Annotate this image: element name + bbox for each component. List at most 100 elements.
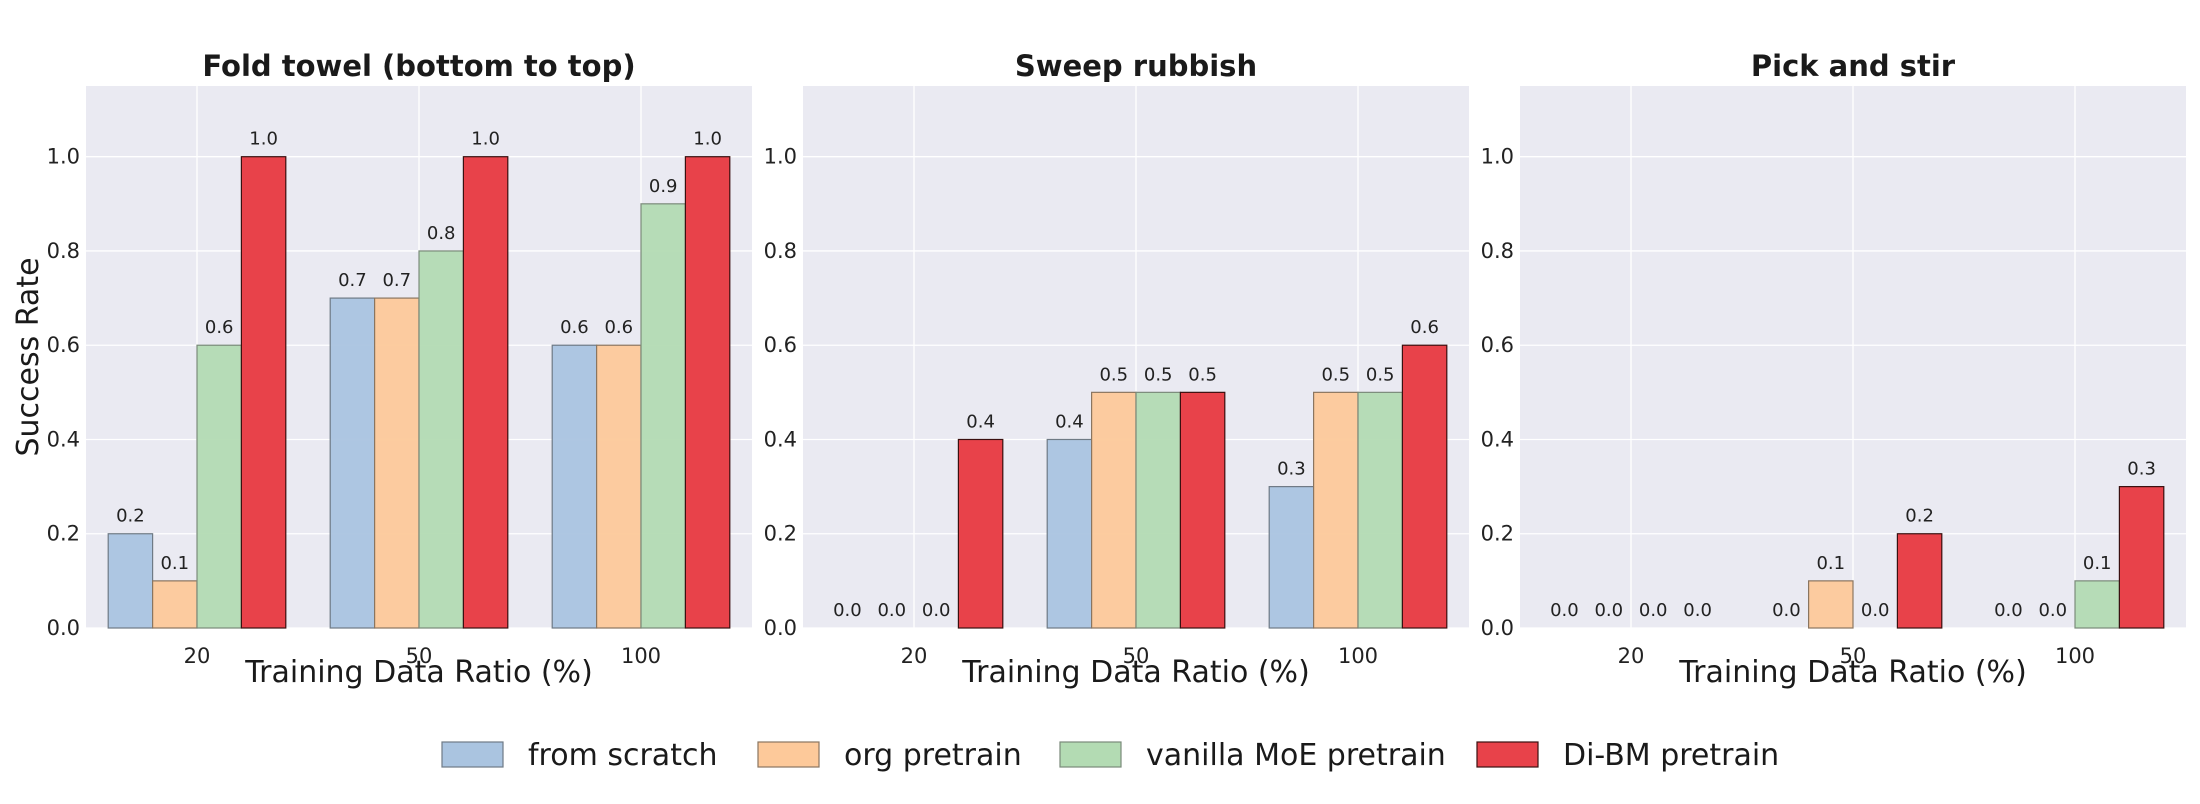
panel-0-bar-2-0 [196, 344, 243, 629]
panel-1-value-label-2-2: 0.5 [1366, 364, 1395, 385]
panel-0-xtick-label-0: 20 [184, 644, 211, 668]
panel-0-value-label-3-1: 1.0 [471, 129, 500, 150]
panel-0-bar-3-0 [240, 156, 287, 629]
panel-0-title: Fold towel (bottom to top) [202, 49, 635, 83]
panel-1-value-label-3-0: 0.4 [966, 411, 995, 432]
panel-0-xlabel: Training Data Ratio (%) [244, 655, 593, 690]
panel-1-title: Sweep rubbish [1015, 49, 1257, 83]
panel-0-bar-0-1 [329, 297, 376, 629]
panel-0-value-label-2-2: 0.9 [649, 176, 678, 197]
panel-0-value-label-1-2: 0.6 [604, 317, 633, 338]
panel-2-bar-2-2 [2074, 580, 2121, 629]
panel-2-xtick-label-1: 50 [1840, 644, 1867, 668]
panel-1-value-label-2-0: 0.0 [922, 600, 951, 621]
panel-1-value-label-1-1: 0.5 [1099, 364, 1128, 385]
panel-2-value-label-1-1: 0.1 [1816, 553, 1845, 574]
panel-1-value-label-0-1: 0.4 [1055, 411, 1084, 432]
panel-0-value-label-2-0: 0.6 [205, 317, 234, 338]
panel-1-ytick-label-4: 0.8 [764, 239, 797, 263]
panel-0-value-label-0-1: 0.7 [338, 270, 367, 291]
legend-label-0: from scratch [528, 738, 717, 773]
panel-1-value-label-2-1: 0.5 [1144, 364, 1173, 385]
legend-label-1: org pretrain [844, 738, 1022, 773]
panel-1-bar-2-1 [1135, 391, 1182, 629]
panel-0-value-label-1-0: 0.1 [160, 553, 189, 574]
panel-2-xtick-label-0: 20 [1618, 644, 1645, 668]
panel-1-xtick-label-2: 100 [1338, 644, 1378, 668]
panel-0-bar-3-1 [462, 156, 509, 629]
panel-1-bar-1-1 [1090, 391, 1137, 629]
legend-label-3: Di-BM pretrain [1563, 738, 1779, 773]
panel-2-ytick-label-3: 0.6 [1481, 333, 1514, 357]
panel-1-value-label-3-1: 0.5 [1188, 364, 1217, 385]
panel-0-xtick-label-2: 100 [621, 644, 661, 668]
panel-1-bar-2-2 [1357, 391, 1404, 629]
panel-2-value-label-0-2: 0.0 [1994, 600, 2023, 621]
panel-0-xtick-label-1: 50 [406, 644, 433, 668]
panel-2-ytick-label-2: 0.4 [1481, 427, 1514, 451]
panel-1-value-label-0-0: 0.0 [833, 600, 862, 621]
panel-2-ytick-label-5: 1.0 [1481, 145, 1514, 169]
panel-1-ytick-label-1: 0.2 [764, 522, 797, 546]
panel-2-title: Pick and stir [1751, 49, 1956, 83]
panel-2-ytick-label-1: 0.2 [1481, 522, 1514, 546]
panel-0-bar-2-2 [640, 203, 687, 629]
panel-0-value-label-0-0: 0.2 [116, 506, 145, 527]
panel-2-value-label-1-0: 0.0 [1594, 600, 1623, 621]
panel-2-value-label-0-1: 0.0 [1772, 600, 1801, 621]
panel-0-bar-1-2 [595, 344, 642, 629]
panel-0-ytick-label-3: 0.6 [47, 333, 80, 357]
panel-1-ytick-label-0: 0.0 [764, 616, 797, 640]
panel-1-ytick-label-3: 0.6 [764, 333, 797, 357]
panel-1-value-label-3-2: 0.6 [1410, 317, 1439, 338]
panel-0-ytick-label-4: 0.8 [47, 239, 80, 263]
panel-1-xlabel: Training Data Ratio (%) [961, 655, 1310, 690]
panel-2-value-label-3-0: 0.0 [1683, 600, 1712, 621]
panel-1-ytick-label-5: 1.0 [764, 145, 797, 169]
panel-2-xtick-label-2: 100 [2055, 644, 2095, 668]
panel-0-ytick-label-2: 0.4 [47, 427, 80, 451]
panel-1-bar-0-2 [1268, 486, 1315, 629]
legend-swatch-0 [441, 741, 504, 768]
legend-swatch-1 [757, 741, 820, 768]
panel-1-xtick-label-0: 20 [901, 644, 928, 668]
panel-0-ytick-label-0: 0.0 [47, 616, 80, 640]
panel-2-value-label-1-2: 0.0 [2038, 600, 2067, 621]
panel-2-value-label-2-1: 0.0 [1861, 600, 1890, 621]
panel-2-value-label-2-2: 0.1 [2083, 553, 2112, 574]
panel-1-bar-1-2 [1312, 391, 1359, 629]
panel-0-bar-0-2 [551, 344, 598, 629]
panel-0-bar-3-2 [684, 156, 731, 629]
panel-2-bar-1-1 [1807, 580, 1854, 629]
y-axis-label: Success Rate [11, 257, 46, 456]
panel-0-ytick-label-1: 0.2 [47, 522, 80, 546]
panel-1-value-label-0-2: 0.3 [1277, 459, 1306, 480]
panel-1-ytick-label-2: 0.4 [764, 427, 797, 451]
panel-1-value-label-1-0: 0.0 [877, 600, 906, 621]
panel-0-bar-1-1 [374, 297, 420, 629]
panel-1-bar-3-2 [1401, 344, 1448, 629]
panel-1-xtick-label-1: 50 [1123, 644, 1150, 668]
panel-0-value-label-1-1: 0.7 [382, 270, 411, 291]
legend-label-2: vanilla MoE pretrain [1146, 738, 1446, 773]
panel-2-value-label-3-1: 0.2 [1905, 506, 1934, 527]
panel-0-value-label-3-0: 1.0 [249, 129, 278, 150]
panel-2-xlabel: Training Data Ratio (%) [1678, 655, 2027, 690]
panel-2-value-label-2-0: 0.0 [1639, 600, 1668, 621]
panel-2-ytick-label-0: 0.0 [1481, 616, 1514, 640]
panel-0-value-label-2-1: 0.8 [427, 223, 456, 244]
panel-2-bar-3-2 [2118, 486, 2165, 629]
panel-0-value-label-3-2: 1.0 [693, 129, 722, 150]
legend-swatch-2 [1059, 741, 1122, 768]
panel-2-value-label-3-2: 0.3 [2127, 459, 2156, 480]
panel-2-value-label-0-0: 0.0 [1550, 600, 1579, 621]
panel-2-ytick-label-4: 0.8 [1481, 239, 1514, 263]
legend-swatch-3 [1476, 741, 1539, 768]
panel-0-ytick-label-5: 1.0 [47, 145, 80, 169]
panel-0-value-label-0-2: 0.6 [560, 317, 589, 338]
panel-0-bar-1-0 [152, 580, 198, 629]
panel-2-bar-3-1 [1896, 533, 1943, 629]
panel-1-bar-3-0 [957, 438, 1004, 629]
